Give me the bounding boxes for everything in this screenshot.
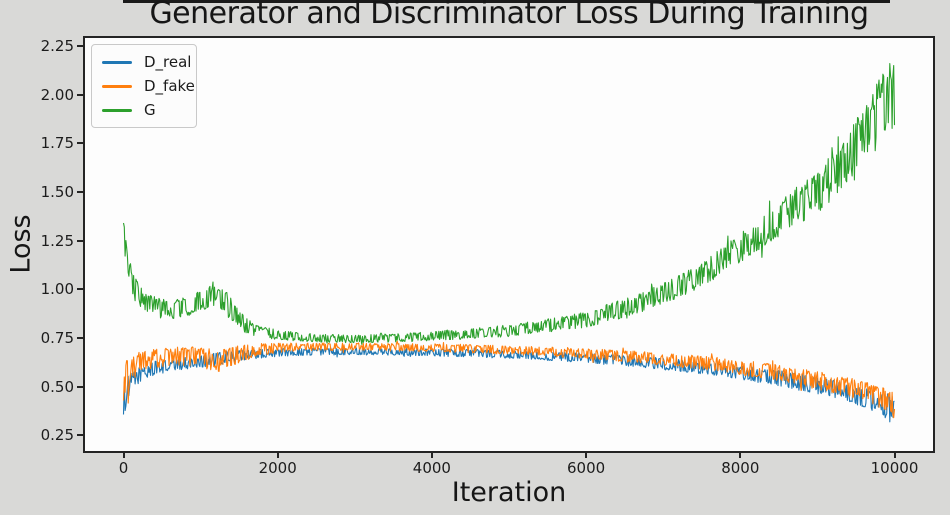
legend: D_real D_fake G [91,44,197,128]
y-tick-mark [77,434,83,437]
y-tick-label: 0.25 [40,426,74,445]
y-tick-label: 0.75 [40,329,74,347]
legend-swatch-D_real [102,60,132,64]
chart-title: Generator and Discriminator Loss During … [149,0,869,31]
legend-swatch-G [102,108,132,112]
y-tick-mark [77,337,83,339]
x-tick-label: 8000 [721,459,760,477]
legend-label-G: G [144,100,156,119]
y-tick-label: 1.50 [40,182,74,201]
top-border-line [123,0,890,3]
legend-item-D_real: D_real [92,50,196,74]
y-tick-label: 1.75 [40,134,74,153]
x-tick-mark [739,453,742,458]
x-tick-mark [585,453,588,458]
y-tick-label: 1.25 [40,231,74,250]
y-tick-label: 2.25 [40,36,74,55]
x-tick-mark [122,453,125,458]
x-tick-label: 10000 [870,459,919,477]
series-line-D_real [122,346,895,423]
y-tick-mark [77,93,83,96]
y-tick-label: 2.00 [40,85,74,104]
legend-item-G: G [92,98,196,122]
x-tick-label: 2000 [258,459,297,477]
y-tick-mark [77,239,83,242]
series-line-G [122,63,896,345]
y-tick-mark [77,44,83,47]
series-line-D_fake [122,340,896,419]
plot-canvas [122,63,896,423]
y-tick-label: 1.00 [40,280,74,299]
legend-label-D_fake: D_fake [144,76,195,95]
plot-area: D_real D_fake G [83,36,935,453]
x-axis-label: Iteration [451,477,567,508]
y-tick-mark [77,385,83,388]
x-tick-mark [430,453,433,458]
x-tick-label: 0 [118,459,129,477]
x-tick-mark [893,453,896,458]
y-tick-mark [77,288,83,291]
legend-item-D_fake: D_fake [92,74,196,98]
x-tick-label: 4000 [412,459,451,477]
legend-swatch-D_fake [102,84,132,88]
x-tick-label: 6000 [567,459,606,477]
y-tick-mark [77,142,83,145]
y-tick-label: 0.50 [40,377,74,396]
x-tick-mark [276,453,279,458]
legend-label-D_real: D_real [144,52,192,71]
y-tick-mark [77,190,83,193]
